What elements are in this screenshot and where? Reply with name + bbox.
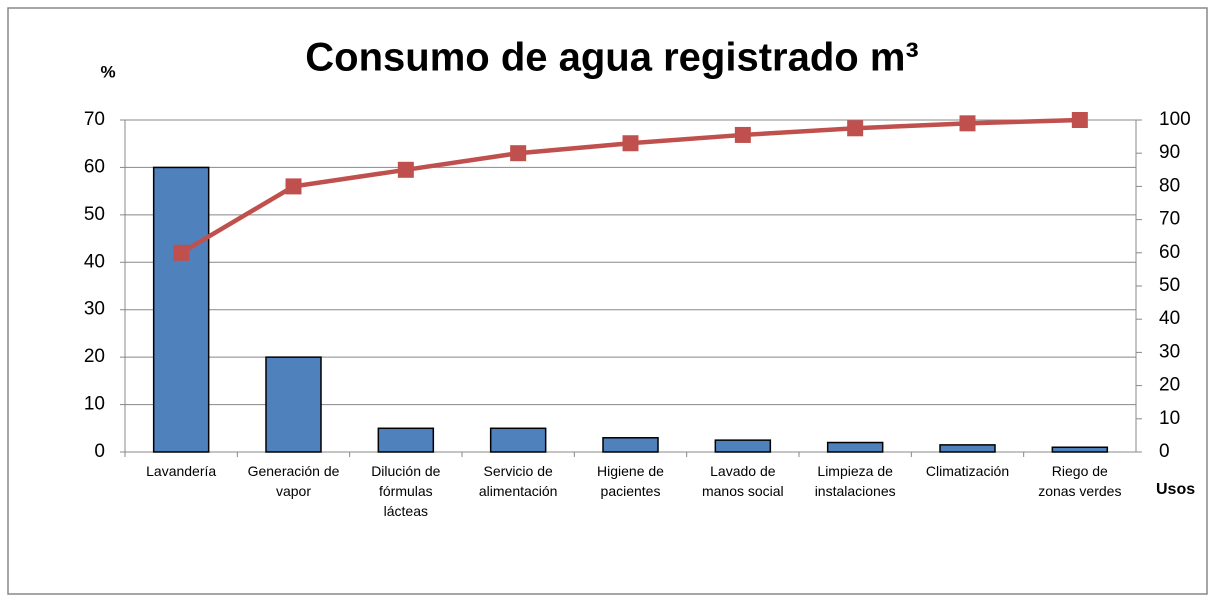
line-marker <box>847 120 864 137</box>
line-marker <box>1071 112 1088 128</box>
bar <box>826 441 884 453</box>
y2-tick-label: 0 <box>1159 441 1170 462</box>
y2-tick-label: 20 <box>1159 375 1180 396</box>
y-tick-label: 50 <box>84 204 105 225</box>
line-marker <box>734 126 751 143</box>
x-tick-label: Climatización <box>926 463 1009 479</box>
y-tick-label: 60 <box>84 156 105 177</box>
y-tick-label: 40 <box>84 251 105 272</box>
y-tick-label: 70 <box>84 109 105 130</box>
line-marker <box>173 244 190 261</box>
bar <box>939 444 996 453</box>
y-axis-label: % <box>100 62 115 81</box>
bar <box>265 356 322 453</box>
bar <box>377 427 435 453</box>
x-tick-label: Generación de vapor <box>248 463 340 499</box>
y2-tick-label: 100 <box>1159 109 1191 130</box>
line-marker <box>510 145 527 162</box>
y2-tick-label: 90 <box>1159 142 1180 163</box>
x-tick-label: Limpieza de instalaciones <box>815 463 896 499</box>
bar <box>489 427 547 453</box>
bar <box>1051 446 1109 453</box>
y2-tick-label: 30 <box>1159 341 1180 362</box>
x-tick-label: Higiene de pacientes <box>597 463 664 499</box>
x-tick-label: Lavado de manos social <box>702 463 784 499</box>
line-marker <box>397 161 414 178</box>
y-tick-label: 0 <box>94 441 105 462</box>
bar <box>714 439 772 453</box>
x-tick-label: Servicio de alimentación <box>479 463 558 499</box>
line-marker <box>285 178 302 195</box>
x-tick-label: Lavandería <box>146 463 216 479</box>
y-tick-label: 30 <box>84 299 105 320</box>
line-marker <box>622 135 639 152</box>
y2-tick-label: 10 <box>1159 408 1180 429</box>
bar <box>602 437 659 453</box>
line-marker <box>959 115 976 132</box>
x-axis-label: Usos <box>1156 481 1195 498</box>
y2-tick-label: 80 <box>1159 175 1180 196</box>
x-tick-label: Riego de zonas verdes <box>1038 463 1121 499</box>
y2-tick-label: 50 <box>1159 275 1180 296</box>
chart-title: Consumo de agua registrado m³ <box>305 36 918 80</box>
y2-tick-label: 70 <box>1159 209 1180 230</box>
y-tick-label: 20 <box>84 346 105 367</box>
x-tick-label: Dilución de fórmulas lácteas <box>371 463 440 519</box>
bar <box>152 166 210 453</box>
y2-tick-label: 60 <box>1159 242 1180 263</box>
y-tick-label: 10 <box>84 394 105 415</box>
y2-tick-label: 40 <box>1159 308 1180 329</box>
